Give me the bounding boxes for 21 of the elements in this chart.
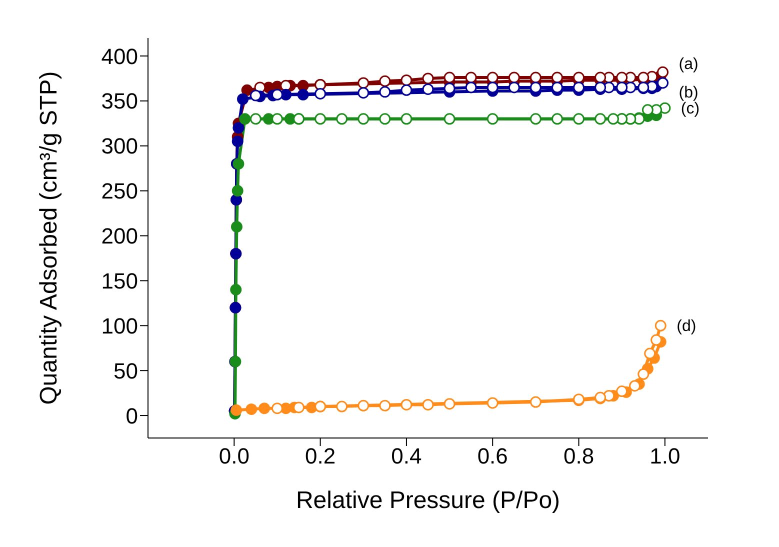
x-axis-title: Relative Pressure (P/Po) bbox=[296, 487, 560, 514]
y-tick-label: 250 bbox=[101, 178, 138, 204]
x-tick-label: 0.6 bbox=[477, 444, 508, 469]
x-tick-label: 0.4 bbox=[391, 444, 422, 469]
x-tick-label: 0.8 bbox=[563, 444, 594, 469]
annotation: (a) bbox=[678, 56, 698, 73]
annotation: (b) bbox=[678, 84, 698, 102]
y-axis-title: Quantity Adsorbed (cm³/g STP) bbox=[36, 71, 63, 405]
annotation: (c) bbox=[680, 100, 700, 118]
y-tick-label: 100 bbox=[101, 313, 138, 338]
y-tick-label: 400 bbox=[101, 44, 138, 69]
annotation: (d) bbox=[676, 318, 696, 336]
y-tick-label: 200 bbox=[101, 224, 138, 249]
y-tick-label: 300 bbox=[101, 134, 138, 159]
y-tick-label: 350 bbox=[101, 88, 138, 114]
y-tick-label: 0 bbox=[126, 403, 138, 428]
y-tick-label: 150 bbox=[101, 268, 138, 294]
y-tick-label: 50 bbox=[114, 358, 138, 384]
x-tick-label: 0.2 bbox=[305, 444, 336, 469]
x-tick-label: 0.0 bbox=[218, 444, 250, 469]
x-tick-label: 1.0 bbox=[650, 444, 680, 469]
